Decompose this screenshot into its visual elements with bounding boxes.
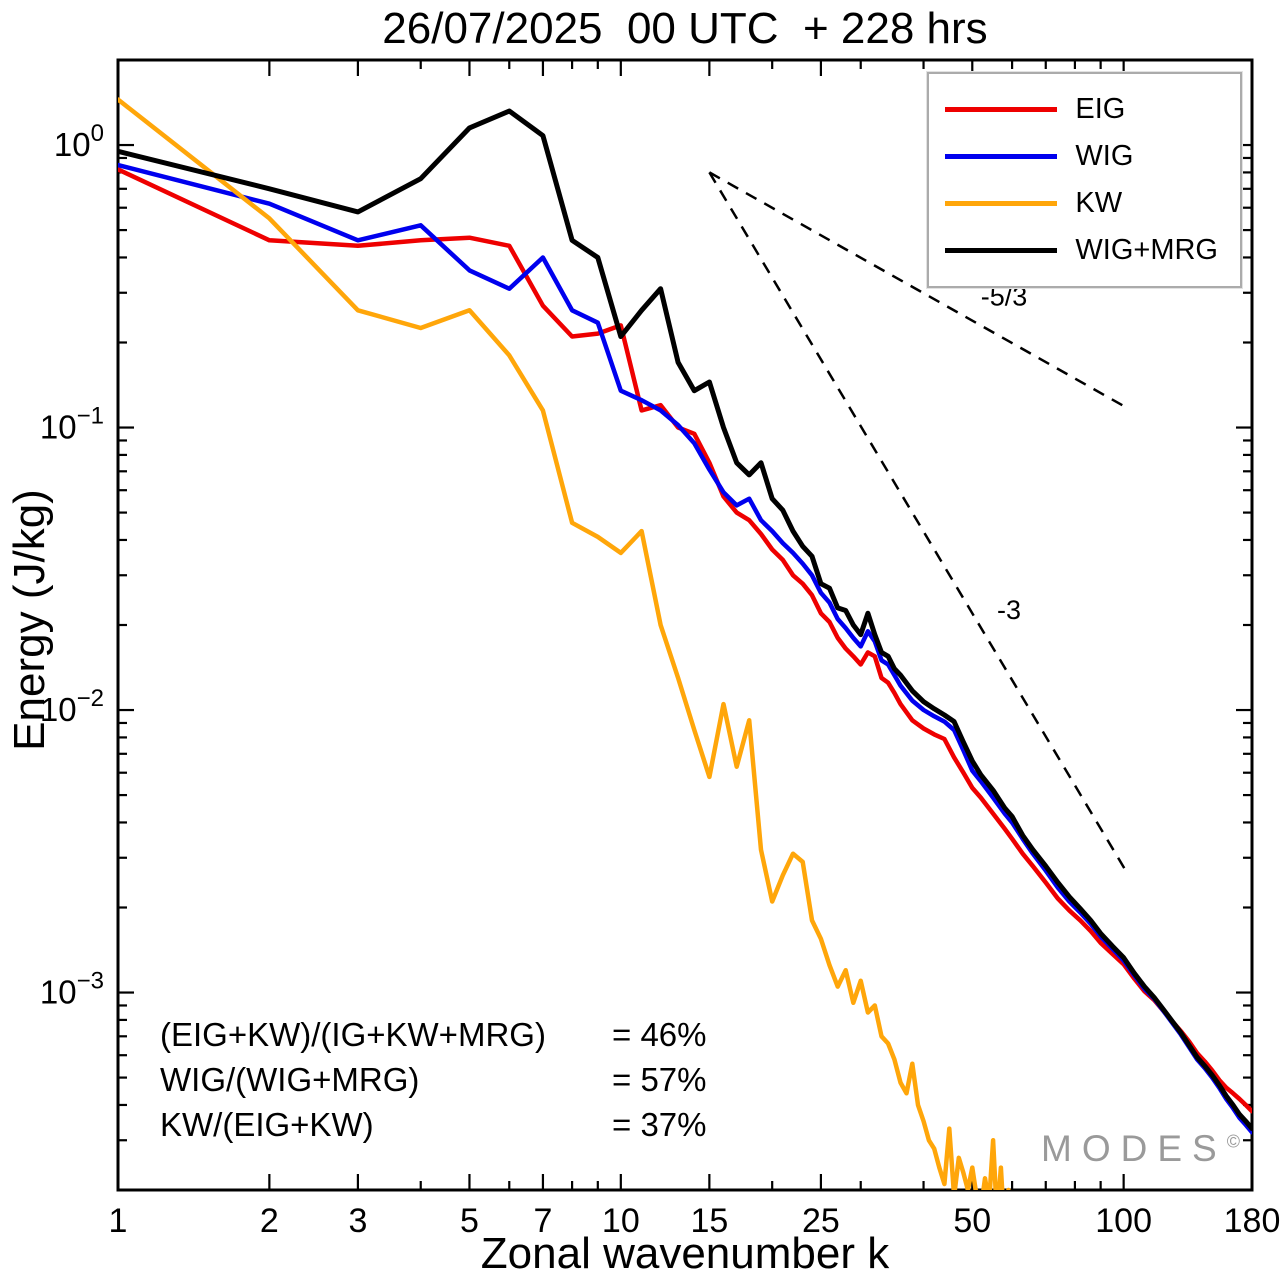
legend-label: KW	[1075, 187, 1123, 219]
ratio-label: (EIG+KW)/(IG+KW+MRG)	[160, 1016, 546, 1053]
x-tick-label: 25	[802, 1202, 840, 1240]
y-tick-label: 100	[54, 120, 104, 163]
ratio-row: KW/(EIG+KW) = 37%	[160, 1102, 707, 1147]
legend-item-kw: KW	[945, 180, 1218, 227]
legend-label: EIG	[1075, 93, 1126, 125]
ratio-row: (EIG+KW)/(IG+KW+MRG) = 46%	[160, 1012, 707, 1057]
wigmrg-line-swatch	[945, 248, 1058, 253]
y-tick-label: 10−3	[40, 968, 104, 1011]
series-WIG+MRG	[118, 108, 1252, 1132]
refline--5/3	[708, 171, 1127, 409]
ratio-value: = 46%	[612, 1016, 707, 1053]
modes-logo-text: MODES	[1041, 1128, 1227, 1169]
x-tick-label: 7	[533, 1202, 552, 1240]
energy-ratio-annotations: (EIG+KW)/(IG+KW+MRG) = 46% WIG/(WIG+MRG)…	[160, 1012, 707, 1147]
legend-label: WIG+MRG	[1075, 234, 1218, 266]
x-tick-label: 1	[109, 1202, 128, 1240]
x-tick-label: 100	[1095, 1202, 1152, 1240]
x-tick-label: 10	[602, 1202, 640, 1240]
ratio-value: = 57%	[612, 1061, 707, 1098]
ratio-row: WIG/(WIG+MRG) = 57%	[160, 1057, 707, 1102]
kw-line-swatch	[945, 201, 1058, 206]
series-WIG	[118, 162, 1252, 1135]
eig-line-swatch	[945, 107, 1058, 112]
legend-item-wigmrg: WIG+MRG	[945, 227, 1218, 274]
ratio-label: KW/(EIG+KW)	[160, 1106, 374, 1143]
legend-item-eig: EIG	[945, 86, 1218, 133]
x-tick-label: 5	[460, 1202, 479, 1240]
x-tick-label: 3	[348, 1202, 367, 1240]
copyright-symbol: ©	[1226, 1131, 1240, 1152]
x-tick-label: 50	[953, 1202, 991, 1240]
ratio-label: WIG/(WIG+MRG)	[160, 1061, 420, 1098]
series-EIG	[118, 167, 1252, 1114]
refline-label: -3	[997, 595, 1021, 625]
x-tick-label: 180	[1224, 1202, 1280, 1240]
y-tick-label: 10−2	[40, 685, 104, 728]
modes-watermark: MODES©	[1041, 1128, 1240, 1170]
y-tick-label: 10−1	[40, 403, 104, 446]
x-tick-label: 2	[260, 1202, 279, 1240]
legend-label: WIG	[1075, 140, 1134, 172]
ratio-value: = 37%	[612, 1106, 707, 1143]
legend-item-wig: WIG	[945, 133, 1218, 180]
x-axis-label: Zonal wavenumber k	[480, 1229, 890, 1278]
legend: EIG WIG KW WIG+MRG	[927, 72, 1242, 288]
wig-line-swatch	[945, 154, 1058, 159]
refline--3	[708, 171, 1127, 872]
series-KW	[118, 97, 1011, 1190]
chart-title: 26/07/2025 00 UTC + 228 hrs	[382, 4, 988, 53]
x-tick-label: 15	[690, 1202, 728, 1240]
